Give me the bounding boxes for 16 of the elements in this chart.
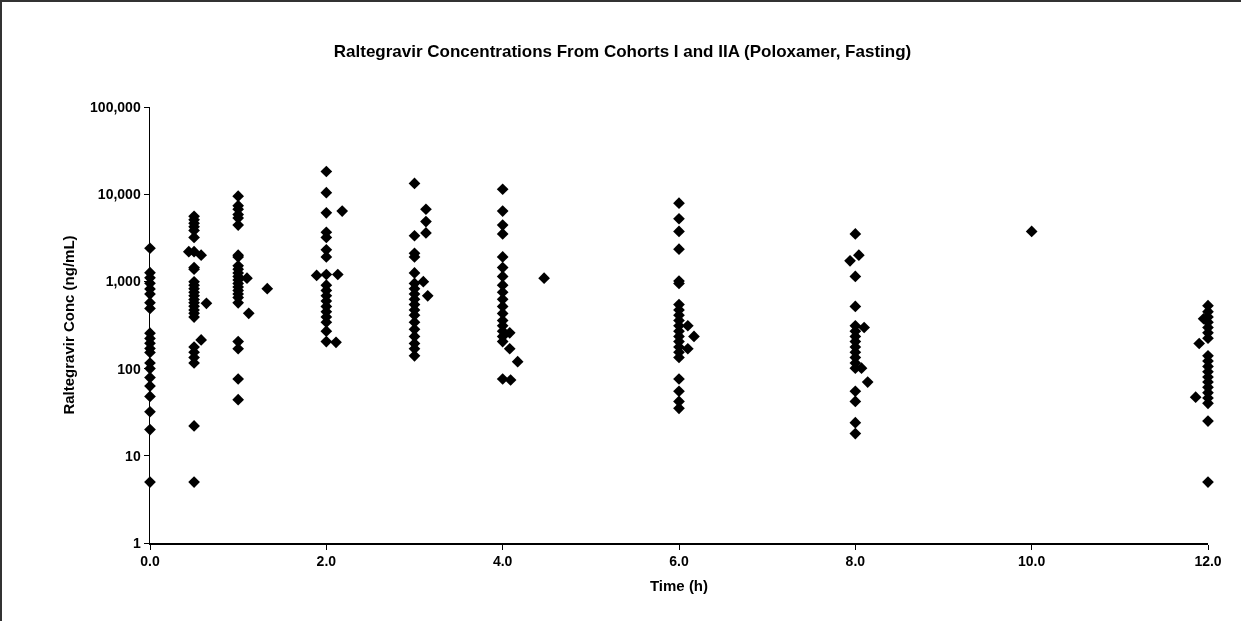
y-tick-label: 100,000 [90, 98, 141, 115]
x-tick-label: 2.0 [316, 553, 337, 570]
y-tick-label: 1,000 [105, 273, 141, 290]
x-tick-label: 0.0 [140, 553, 160, 570]
x-tick-label: 12.0 [1194, 553, 1222, 570]
x-tick-label: 10.0 [1018, 553, 1046, 570]
x-tick-label: 6.0 [669, 553, 689, 570]
y-tick-label: 1 [132, 534, 141, 551]
y-axis-title: Raltegravir Conc (ng/mL) [59, 235, 77, 415]
x-tick-label: 8.0 [845, 553, 866, 570]
x-axis-title: Time (h) [649, 577, 709, 595]
y-tick-label: 10 [125, 447, 141, 464]
y-tick-label: 10,000 [97, 186, 141, 203]
x-tick-label: 4.0 [492, 553, 513, 570]
chart-title: Raltegravir Concentrations From Cohorts I and IIA (Poloxamer, Fasting) [333, 42, 912, 62]
y-tick-label: 100 [117, 360, 141, 377]
